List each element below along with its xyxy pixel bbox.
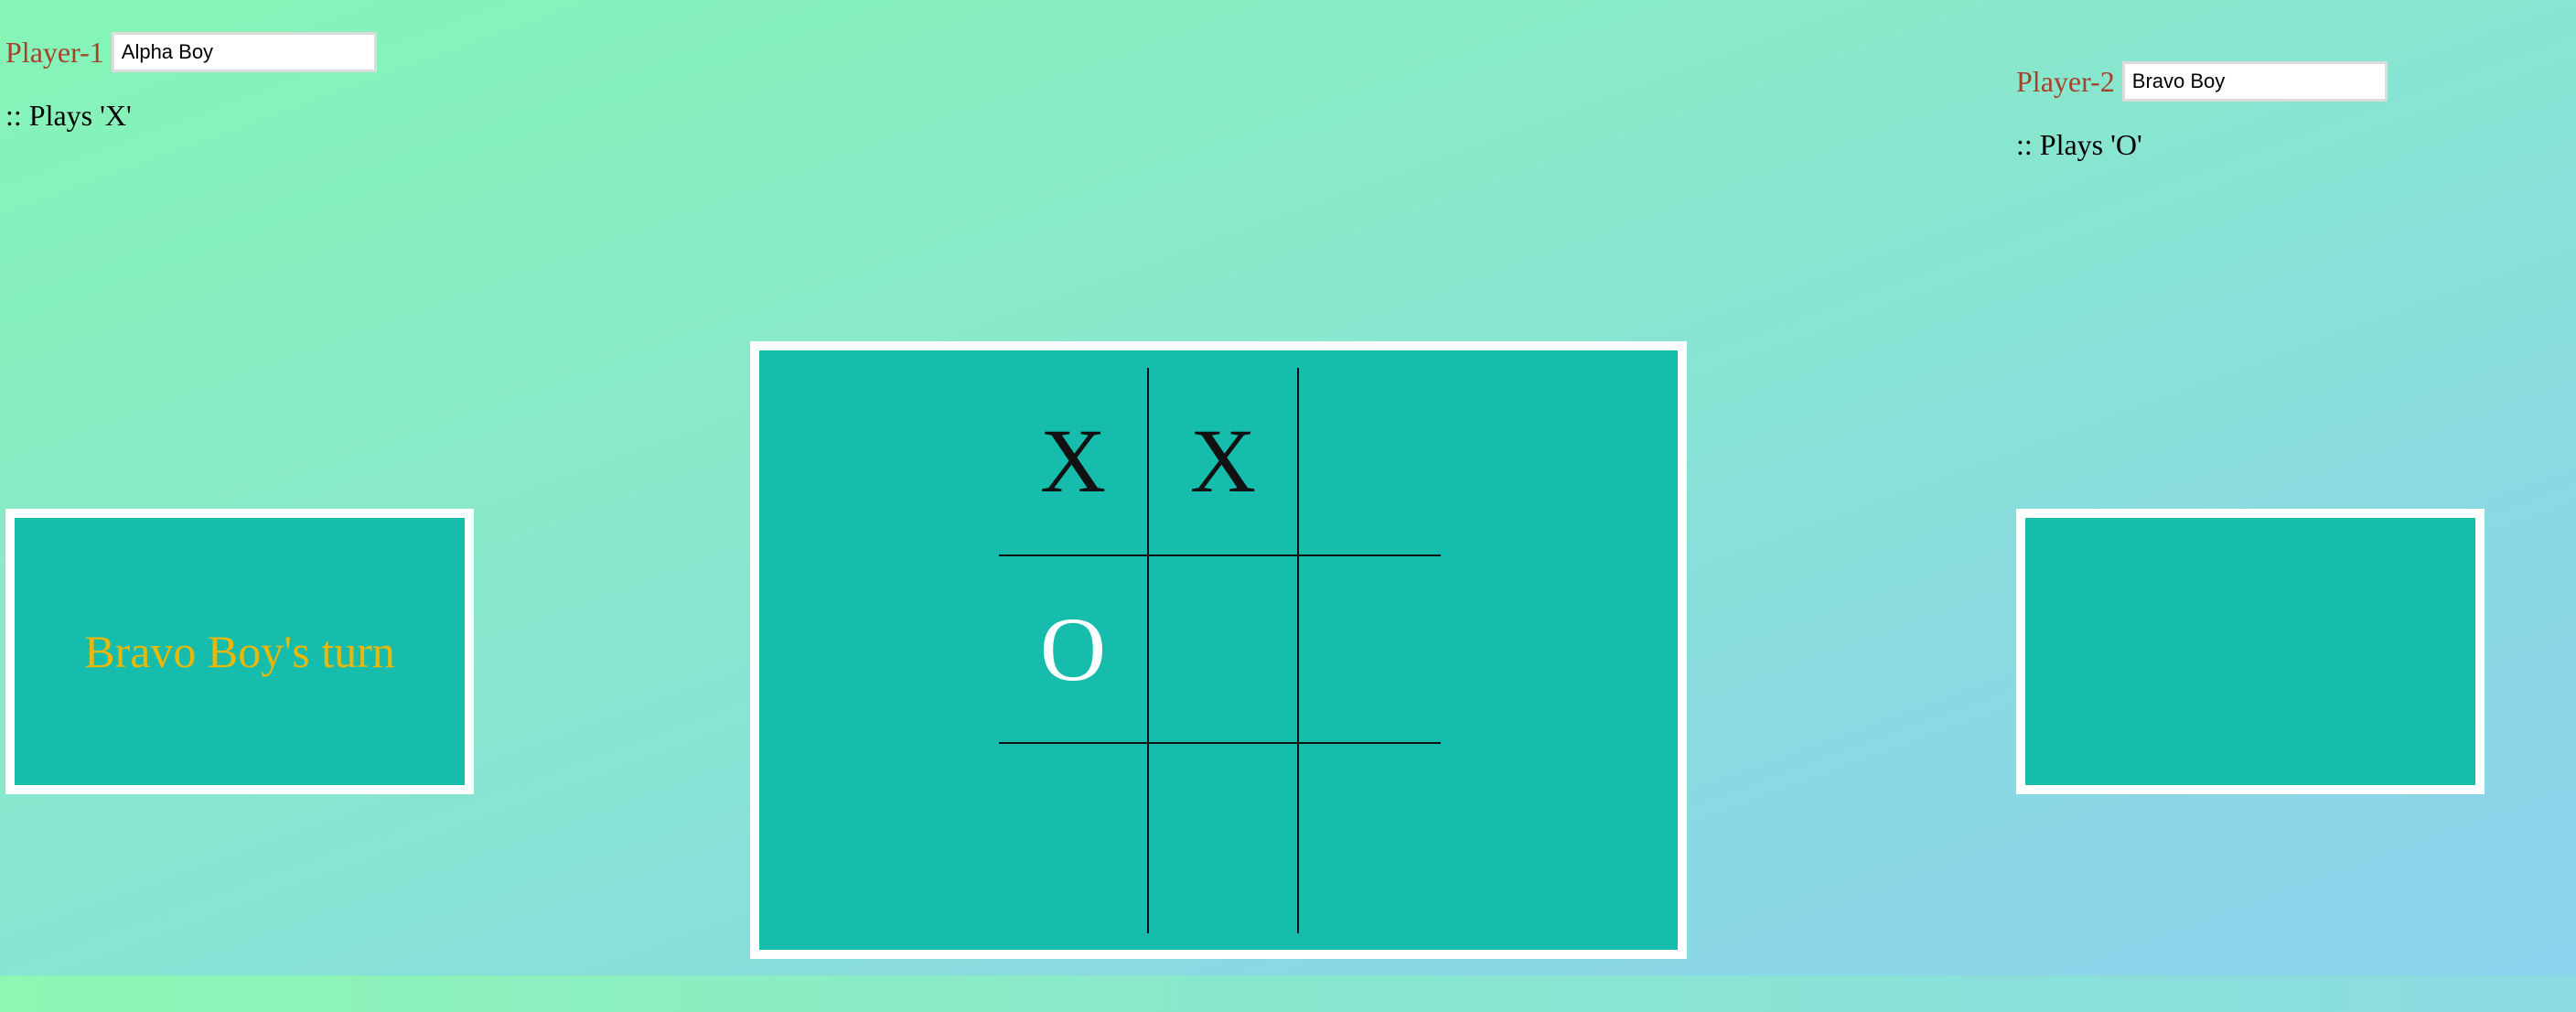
player-2-plays-text: :: Plays 'O': [2016, 128, 2142, 162]
bottom-strip: [0, 975, 2576, 1012]
player-1-plays-text: :: Plays 'X': [5, 99, 132, 133]
board-cell-6[interactable]: [1299, 556, 1441, 742]
player-1-name-input[interactable]: [112, 32, 377, 72]
player-2-name-input[interactable]: [2122, 61, 2388, 102]
player-2-row: Player-2: [2016, 61, 2388, 102]
board-cell-2[interactable]: X: [1149, 368, 1297, 554]
player-1-label: Player-1: [5, 36, 104, 70]
board-cell-3[interactable]: [1299, 368, 1441, 554]
board-cell-4[interactable]: O: [999, 556, 1147, 742]
turn-status-box: Bravo Boy's turn: [5, 509, 474, 794]
game-board: X X O: [999, 368, 1441, 933]
board-cell-1[interactable]: X: [999, 368, 1147, 554]
player-2-label: Player-2: [2016, 65, 2115, 99]
player-1-row: Player-1: [5, 32, 377, 72]
turn-status-text: Bravo Boy's turn: [84, 625, 395, 678]
board-cell-9[interactable]: [1299, 744, 1441, 933]
board-cell-5[interactable]: [1149, 556, 1297, 742]
board-cell-7[interactable]: [999, 744, 1147, 933]
result-status-box: [2016, 509, 2485, 794]
board-cell-8[interactable]: [1149, 744, 1297, 933]
